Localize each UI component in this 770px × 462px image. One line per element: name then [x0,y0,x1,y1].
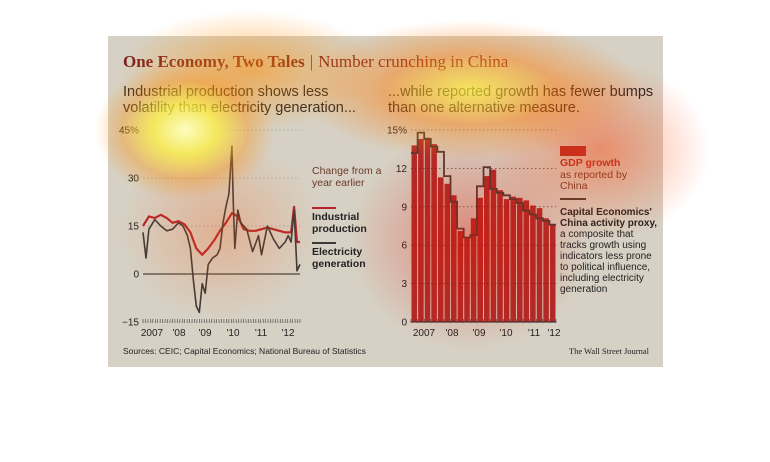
gdp-bar [517,197,523,322]
y-tick-label: 0 [401,318,407,329]
y-tick-label: 3 [401,279,407,290]
gdp-bar [523,200,530,322]
legend-proxy-swatch [560,198,586,200]
x-tick-label: '10 [499,328,512,339]
gdp-bar [418,139,424,322]
gdp-bar [431,144,437,322]
x-tick-label: '12 [547,328,560,339]
gdp-bar [549,224,556,322]
gdp-bar [543,218,549,322]
gdp-bar [536,208,543,322]
gdp-bar [477,197,483,322]
gdp-bar [424,137,431,322]
gdp-bar [437,177,444,322]
chart-credit: The Wall Street Journal [568,346,649,356]
legend-proxy: Capital Economics' China activity proxy,… [560,207,658,295]
y-tick-label: 15% [387,126,407,137]
x-tick-label: 2007 [413,328,436,339]
right-bar-chart: 15% 12 9 6 3 0 2007 '08 '09 '10 '11 '12 [387,126,561,340]
legend-gdp: GDP growth as reported by China [560,157,628,192]
legend-electricity-swatch [312,242,336,244]
legend-industrial: Industrial production [312,211,367,235]
gdp-bar [484,176,490,322]
legend-electricity: Electricity generation [312,246,366,270]
x-tick-label: '09 [472,328,485,339]
legend-change-note: Change from a year earlier [312,165,382,189]
gdp-bar [530,205,536,322]
legend-gdp-swatch [560,146,586,156]
y-tick-label: 6 [401,241,407,252]
gdp-bar [444,183,451,322]
y-tick-label: 9 [401,202,407,213]
gdp-bar [490,169,497,322]
chart-panel: One Economy, Two Tales | Number crunching … [108,36,663,367]
gdp-bar [510,196,516,322]
legend-industrial-swatch [312,207,336,209]
gdp-bar [457,231,464,322]
gdp-bar [497,190,503,322]
gdp-bar [503,199,510,322]
x-tick-label: '11 [528,328,541,339]
gdp-bar [464,237,470,322]
y-tick-label: 12 [396,164,408,175]
x-tick-label: '08 [445,328,458,339]
gdp-bar [470,218,477,322]
chart-source: Sources: CEIC; Capital Economics; Nation… [123,346,366,356]
gdp-bar [411,145,418,322]
gdp-bar [451,195,457,322]
